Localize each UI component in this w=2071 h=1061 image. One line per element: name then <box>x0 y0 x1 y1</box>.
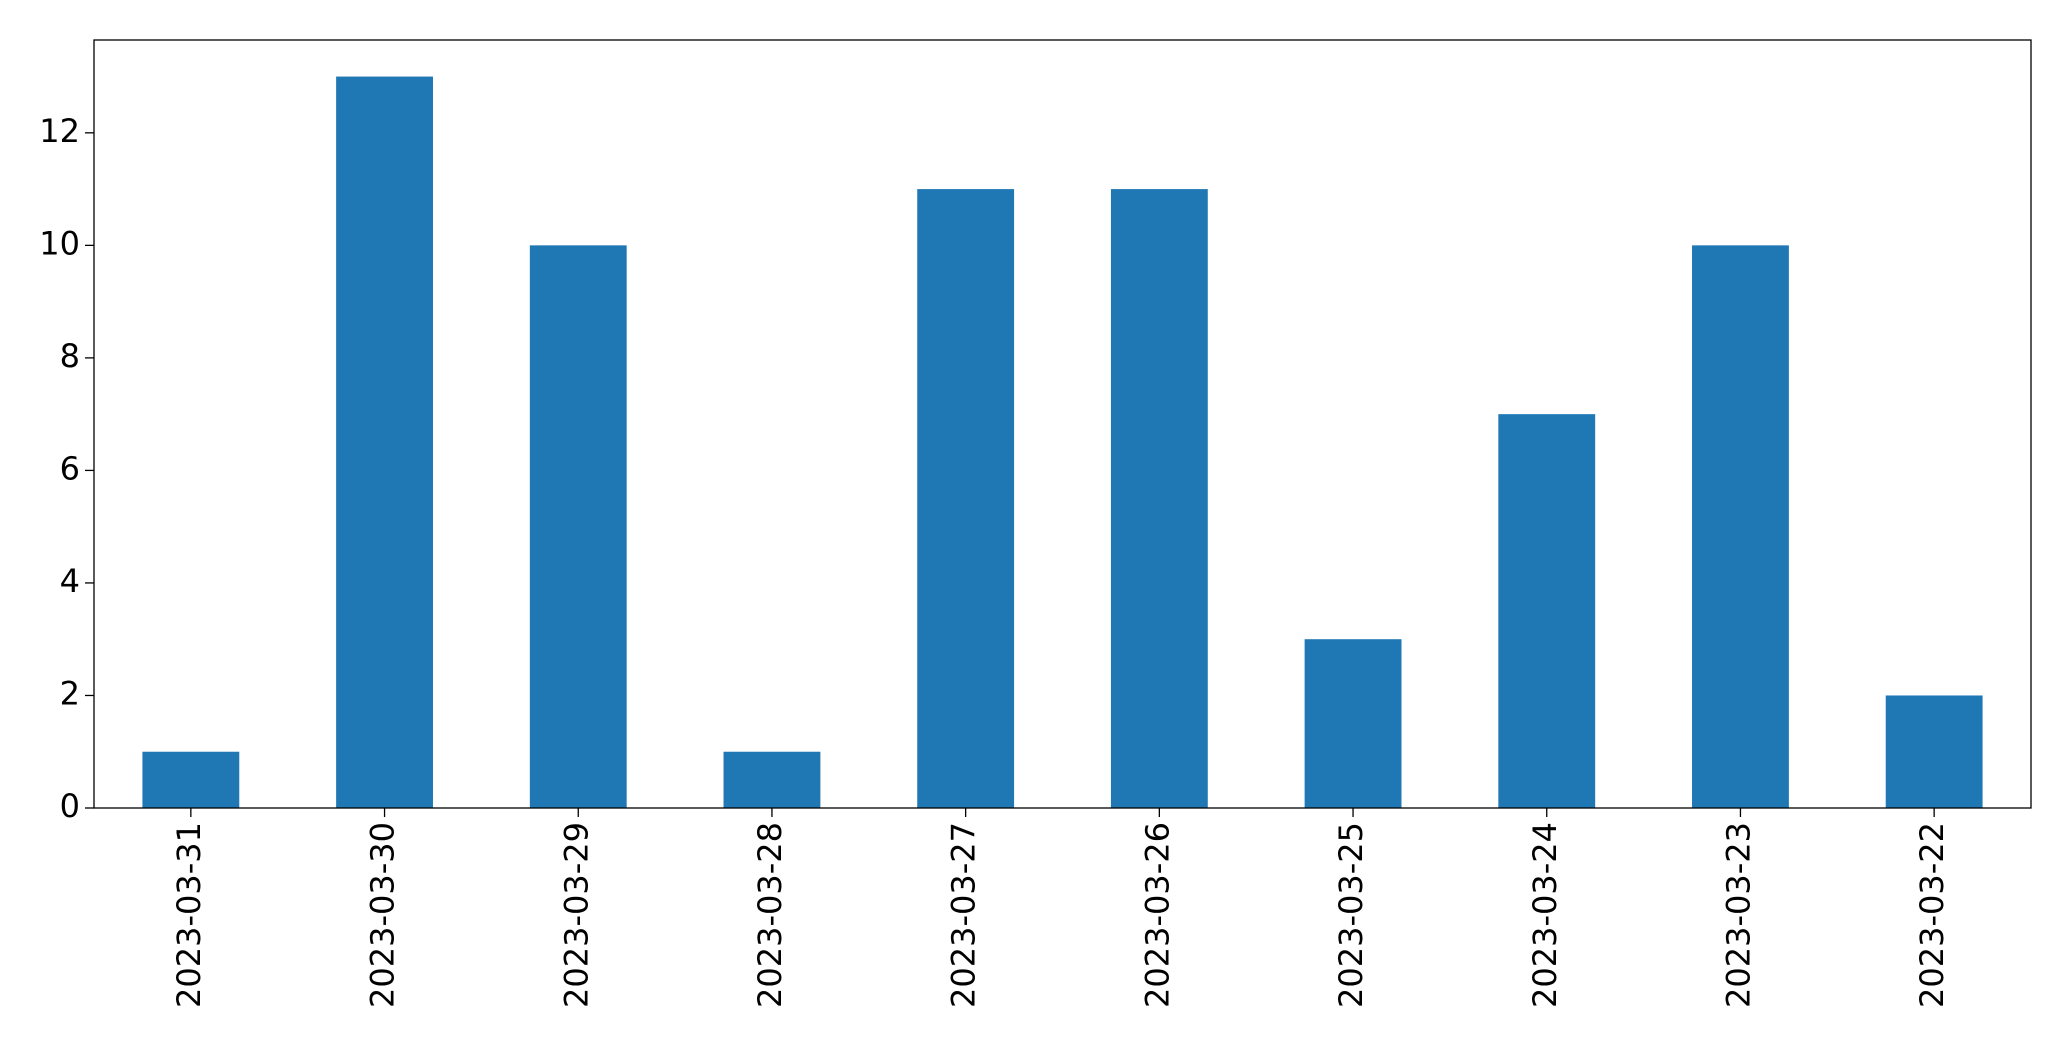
bar <box>1692 245 1789 808</box>
y-tick-label: 6 <box>60 449 80 487</box>
bar <box>142 751 240 808</box>
bar <box>529 245 627 808</box>
x-tick-label: 2023-03-23 <box>1719 822 1757 1008</box>
bar <box>1885 695 1983 808</box>
y-tick-label: 2 <box>60 674 80 712</box>
x-tick-label: 2023-03-27 <box>945 822 983 1008</box>
x-tick-label: 2023-03-25 <box>1332 822 1370 1008</box>
bar <box>1110 189 1208 809</box>
x-tick-label: 2023-03-26 <box>1138 822 1176 1008</box>
y-tick-label: 0 <box>60 787 80 825</box>
bar <box>917 189 1015 809</box>
y-tick-label: 4 <box>60 562 80 600</box>
bar <box>336 76 433 809</box>
x-tick-label: 2023-03-30 <box>364 822 402 1008</box>
x-tick-label: 2023-03-31 <box>170 822 208 1008</box>
x-tick-label: 2023-03-24 <box>1526 822 1564 1008</box>
x-tick-label: 2023-03-22 <box>1913 822 1951 1008</box>
y-tick-label: 8 <box>60 337 80 375</box>
y-tick-label: 10 <box>39 224 80 262</box>
plot-frame <box>93 39 2032 809</box>
x-tick-label: 2023-03-28 <box>751 822 789 1008</box>
bar <box>1304 639 1402 808</box>
y-tick-label: 12 <box>39 112 80 150</box>
bar <box>723 751 821 808</box>
x-tick-label: 2023-03-29 <box>557 822 595 1008</box>
bar <box>1498 414 1596 808</box>
